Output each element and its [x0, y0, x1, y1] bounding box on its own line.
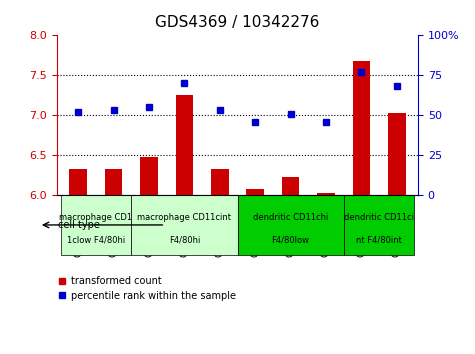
Text: F4/80hi: F4/80hi	[169, 235, 200, 244]
Text: dendritic CD11ci: dendritic CD11ci	[344, 213, 414, 222]
FancyBboxPatch shape	[131, 195, 238, 255]
Bar	[317, 193, 335, 195]
Legend: transformed count, percentile rank within the sample: transformed count, percentile rank withi…	[58, 276, 236, 301]
Bar	[176, 95, 193, 195]
Bar	[282, 177, 299, 195]
FancyBboxPatch shape	[344, 195, 415, 255]
Text: F4/80low: F4/80low	[272, 235, 310, 244]
FancyBboxPatch shape	[60, 195, 131, 255]
Bar	[105, 169, 123, 195]
Bar	[352, 61, 370, 195]
Bar	[388, 113, 406, 195]
Text: nt F4/80int: nt F4/80int	[356, 235, 402, 244]
Bar	[211, 170, 228, 195]
Bar	[247, 189, 264, 195]
Text: macrophage CD1: macrophage CD1	[59, 213, 133, 222]
Text: cell type: cell type	[57, 220, 100, 230]
Text: macrophage CD11cint: macrophage CD11cint	[137, 213, 231, 222]
Bar	[140, 157, 158, 195]
Title: GDS4369 / 10342276: GDS4369 / 10342276	[155, 15, 320, 30]
Text: dendritic CD11chi: dendritic CD11chi	[253, 213, 328, 222]
Bar	[69, 170, 87, 195]
Text: 1clow F4/80hi: 1clow F4/80hi	[67, 235, 125, 244]
FancyBboxPatch shape	[238, 195, 344, 255]
